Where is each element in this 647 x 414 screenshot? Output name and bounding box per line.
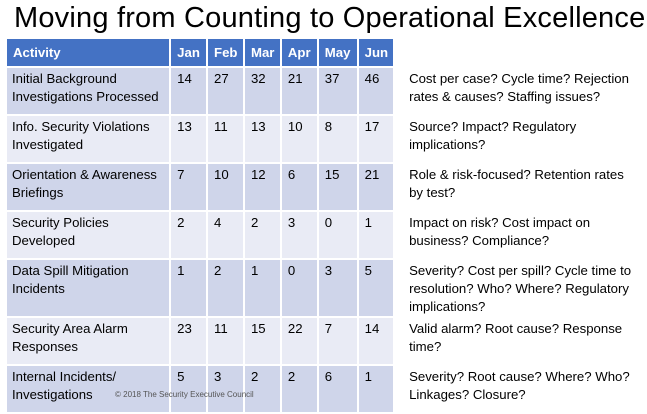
activity-table: Activity Jan Feb Mar Apr May Jun Initial… <box>4 37 647 414</box>
value-cell: 10 <box>279 114 319 164</box>
table-row: Initial Background Investigations Process… <box>4 66 647 116</box>
header-activity: Activity <box>4 37 172 68</box>
table-row: Orientation & Awareness Briefings 7 10 12… <box>4 162 647 212</box>
value-cell: 21 <box>356 162 396 212</box>
activity-cell: Security Area Alarm Responses <box>4 316 172 366</box>
value-cell: 3 <box>279 210 319 260</box>
table-row: Security Policies Developed 2 4 2 3 0 1 I… <box>4 210 647 260</box>
value-cell: 15 <box>316 162 359 212</box>
value-cell: 17 <box>356 114 396 164</box>
value-cell: 12 <box>242 162 282 212</box>
activity-cell: Security Policies Developed <box>4 210 172 260</box>
copyright-footer: © 2018 The Security Executive Council <box>115 390 254 399</box>
value-cell: 2 <box>206 258 245 318</box>
value-cell: 8 <box>316 114 359 164</box>
value-cell: 2 <box>169 210 209 260</box>
value-cell: 21 <box>279 66 319 116</box>
table-row: Security Area Alarm Responses 23 11 15 22… <box>4 316 647 366</box>
value-cell: 1 <box>356 210 396 260</box>
page-title: Moving from Counting to Operational Exce… <box>14 2 646 34</box>
value-cell: 13 <box>242 114 282 164</box>
note-cell: Impact on risk? Cost impact on business? … <box>406 210 647 260</box>
value-cell: 7 <box>316 316 359 366</box>
value-cell: 11 <box>206 114 245 164</box>
value-cell: 46 <box>356 66 396 116</box>
value-cell: 3 <box>316 258 359 318</box>
note-cell: Source? Impact? Regulatory implications? <box>406 114 647 164</box>
value-cell: 15 <box>242 316 282 366</box>
header-notes-spacer <box>406 37 647 68</box>
value-cell: 11 <box>206 316 245 366</box>
activity-cell: Data Spill Mitigation Incidents <box>4 258 172 318</box>
table-row: Data Spill Mitigation Incidents 1 2 1 0 3… <box>4 258 647 318</box>
activity-cell: Info. Security Violations Investigated <box>4 114 172 164</box>
value-cell: 1 <box>169 258 209 318</box>
table-header-row: Activity Jan Feb Mar Apr May Jun <box>4 37 647 68</box>
value-cell: 6 <box>279 162 319 212</box>
header-mar: Mar <box>242 37 282 68</box>
header-apr: Apr <box>279 37 319 68</box>
value-cell: 37 <box>316 66 359 116</box>
note-cell: Cost per case? Cycle time? Rejection rate… <box>406 66 647 116</box>
table-row: Info. Security Violations Investigated 13… <box>4 114 647 164</box>
header-may: May <box>316 37 359 68</box>
header-feb: Feb <box>206 37 245 68</box>
note-cell: Role & risk-focused? Retention rates by t… <box>406 162 647 212</box>
value-cell: 27 <box>206 66 245 116</box>
value-cell: 22 <box>279 316 319 366</box>
note-cell: Severity? Cost per spill? Cycle time to r… <box>406 258 647 318</box>
value-cell: 32 <box>242 66 282 116</box>
value-cell: 0 <box>279 258 319 318</box>
value-cell: 5 <box>356 258 396 318</box>
value-cell: 4 <box>206 210 245 260</box>
value-cell: 14 <box>169 66 209 116</box>
header-jun: Jun <box>356 37 396 68</box>
activity-cell: Initial Background Investigations Process… <box>4 66 172 116</box>
activity-cell: Orientation & Awareness Briefings <box>4 162 172 212</box>
value-cell: 14 <box>356 316 396 366</box>
value-cell: 7 <box>169 162 209 212</box>
value-cell: 5 <box>169 364 209 414</box>
value-cell: 0 <box>316 210 359 260</box>
value-cell: 2 <box>242 210 282 260</box>
header-spacer <box>393 37 409 68</box>
value-cell: 23 <box>169 316 209 366</box>
note-cell: Valid alarm? Root cause? Response time? <box>406 316 647 366</box>
header-jan: Jan <box>169 37 209 68</box>
value-cell: 10 <box>206 162 245 212</box>
value-cell: 1 <box>242 258 282 318</box>
note-cell: Severity? Root cause? Where? Who? Linkage… <box>406 364 647 414</box>
value-cell: 13 <box>169 114 209 164</box>
